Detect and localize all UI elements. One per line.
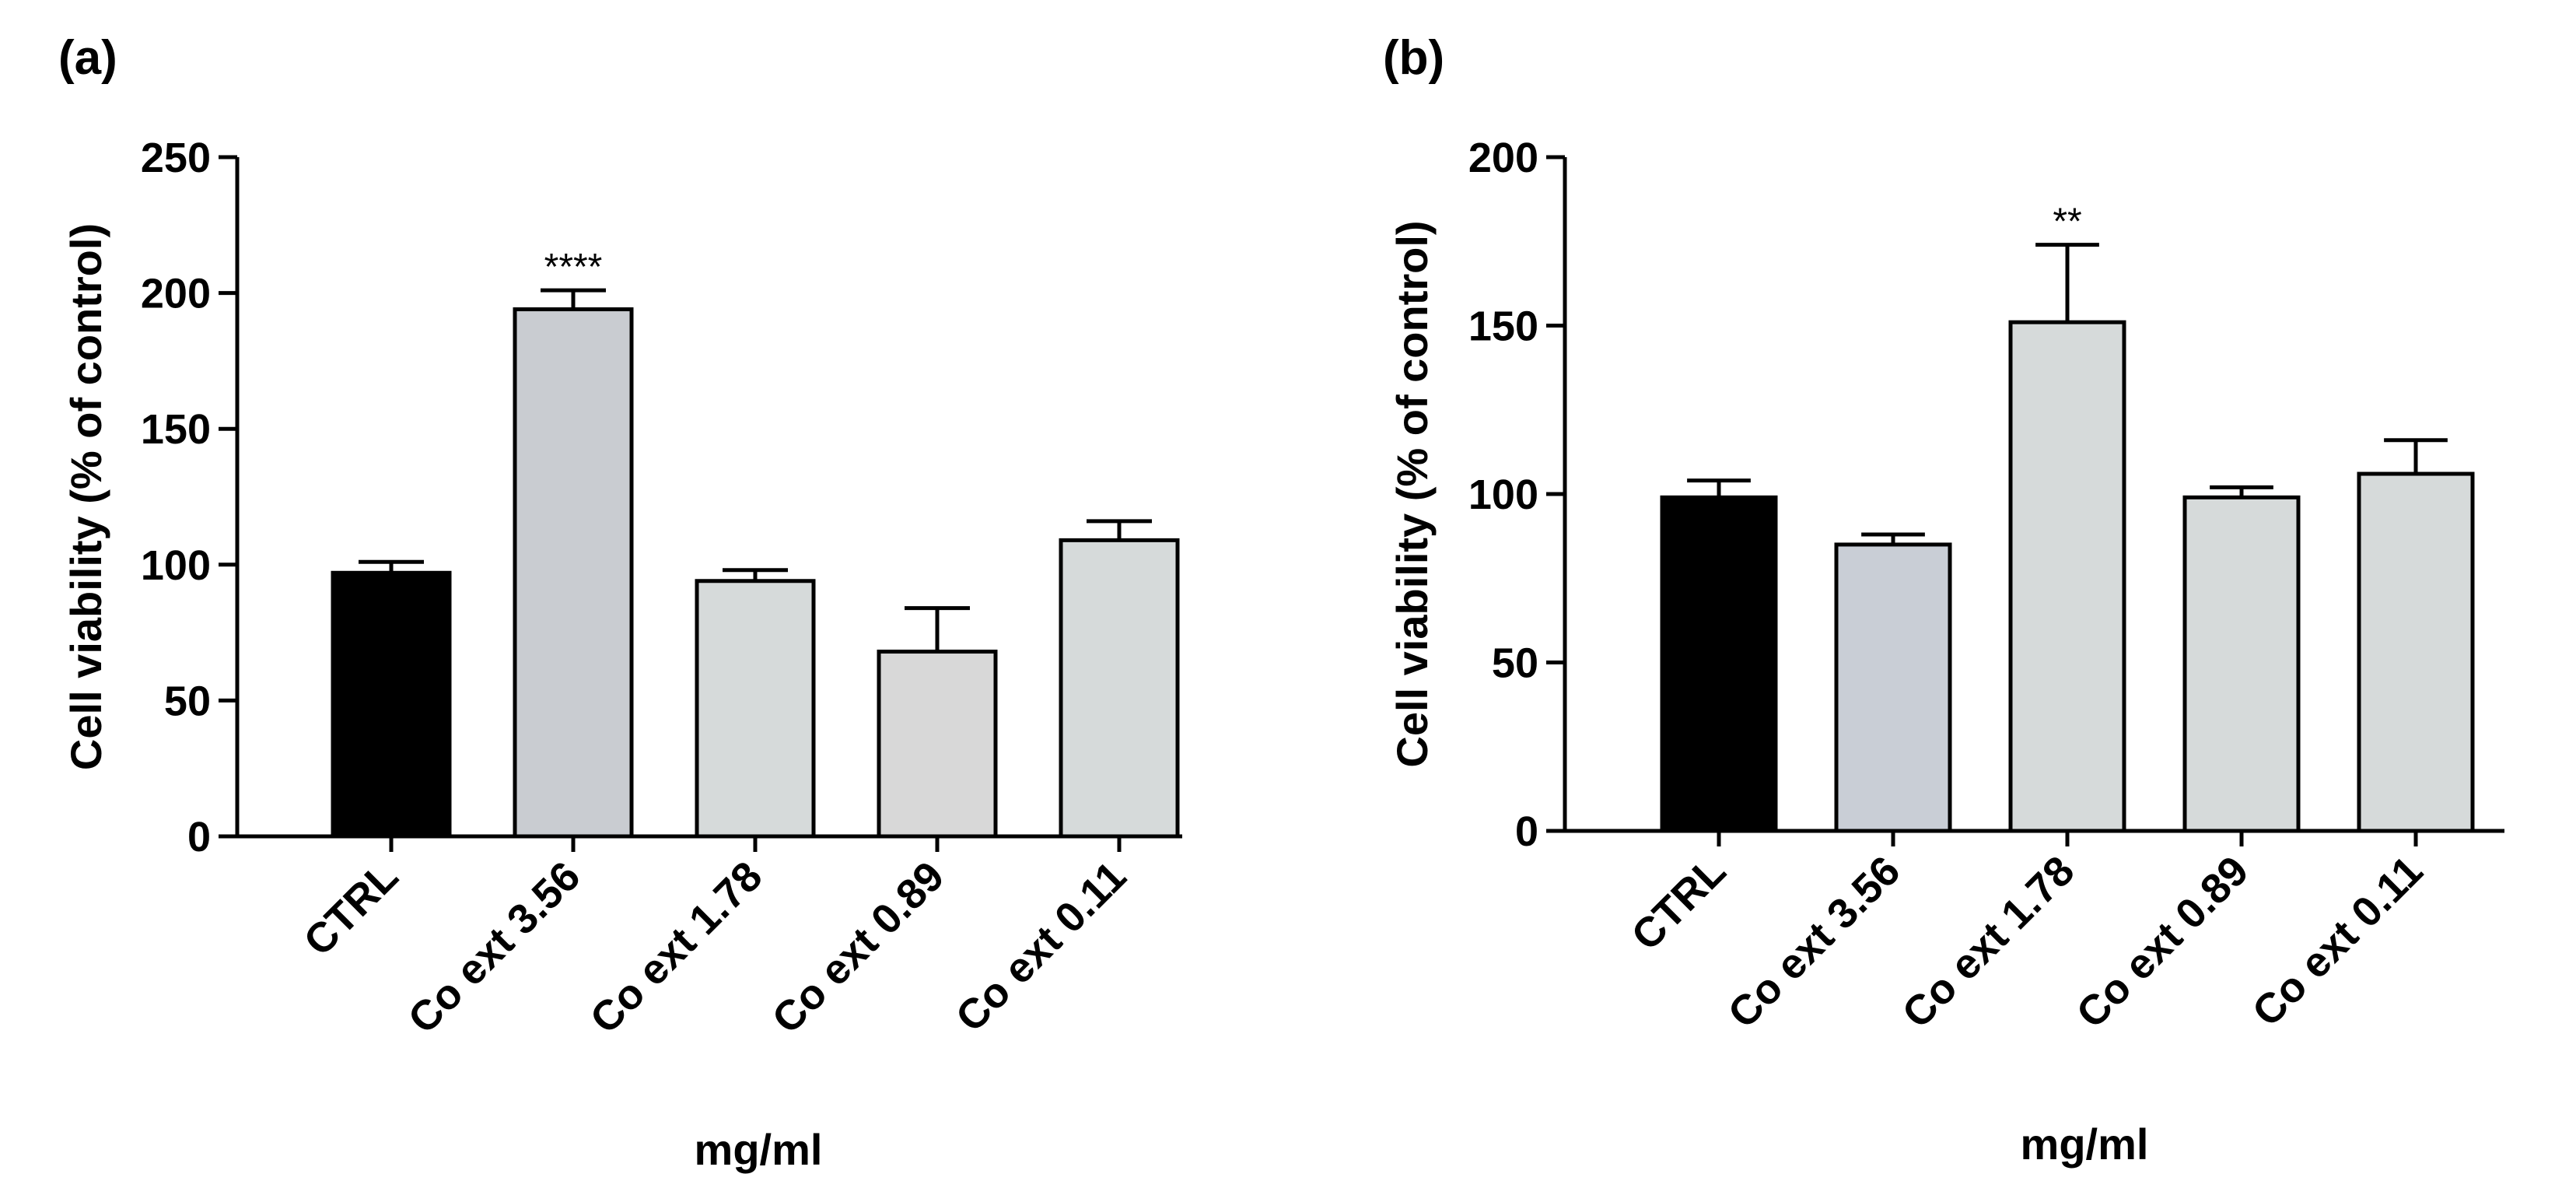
significance-label: **** [544,247,603,288]
y-axis-title: Cell viability (% of control) [1388,220,1437,767]
bar [1834,542,1952,833]
significance-label: ** [2053,202,2081,243]
x-tick-label: Co ext 0.89 [763,853,953,1043]
bar [1660,495,1778,833]
bar [695,579,816,839]
x-tick-label: CTRL [295,853,407,965]
x-tick-label: Co ext 0.89 [2067,847,2257,1037]
y-tick-label: 200 [1468,135,1538,181]
bar [877,650,998,839]
x-tick-label: Co ext 3.56 [1719,847,1909,1037]
x-axis-title: mg/ml [2021,1120,2149,1169]
bar [2182,495,2301,833]
y-tick-label: 50 [1492,640,1538,687]
y-tick-label: 0 [1515,808,1538,855]
y-tick-label: 150 [1468,303,1538,350]
x-tick-label: Co ext 1.78 [1893,847,2083,1037]
bar [331,570,452,839]
y-tick-label: 100 [141,542,211,589]
x-tick-label: Co ext 3.56 [399,853,589,1043]
bar [513,307,634,839]
y-tick-label: 100 [1468,471,1538,518]
x-tick-label: CTRL [1622,847,1734,959]
panel-label: (a) [58,31,117,85]
y-axis-title: Cell viability (% of control) [61,223,110,770]
bar [1059,538,1180,839]
y-tick-label: 50 [164,678,211,724]
x-tick-label: Co ext 0.11 [947,853,1136,1041]
x-tick-label: Co ext 1.78 [581,853,771,1043]
y-tick-label: 0 [187,814,211,860]
bar [2357,471,2475,833]
bar [2008,320,2126,833]
y-tick-label: 250 [141,135,211,181]
x-tick-label: Co ext 0.11 [2244,847,2432,1036]
panel-label: (b) [1383,31,1444,85]
y-tick-label: 150 [141,406,211,453]
y-tick-label: 200 [141,271,211,317]
x-axis-title: mg/ml [695,1125,823,1174]
